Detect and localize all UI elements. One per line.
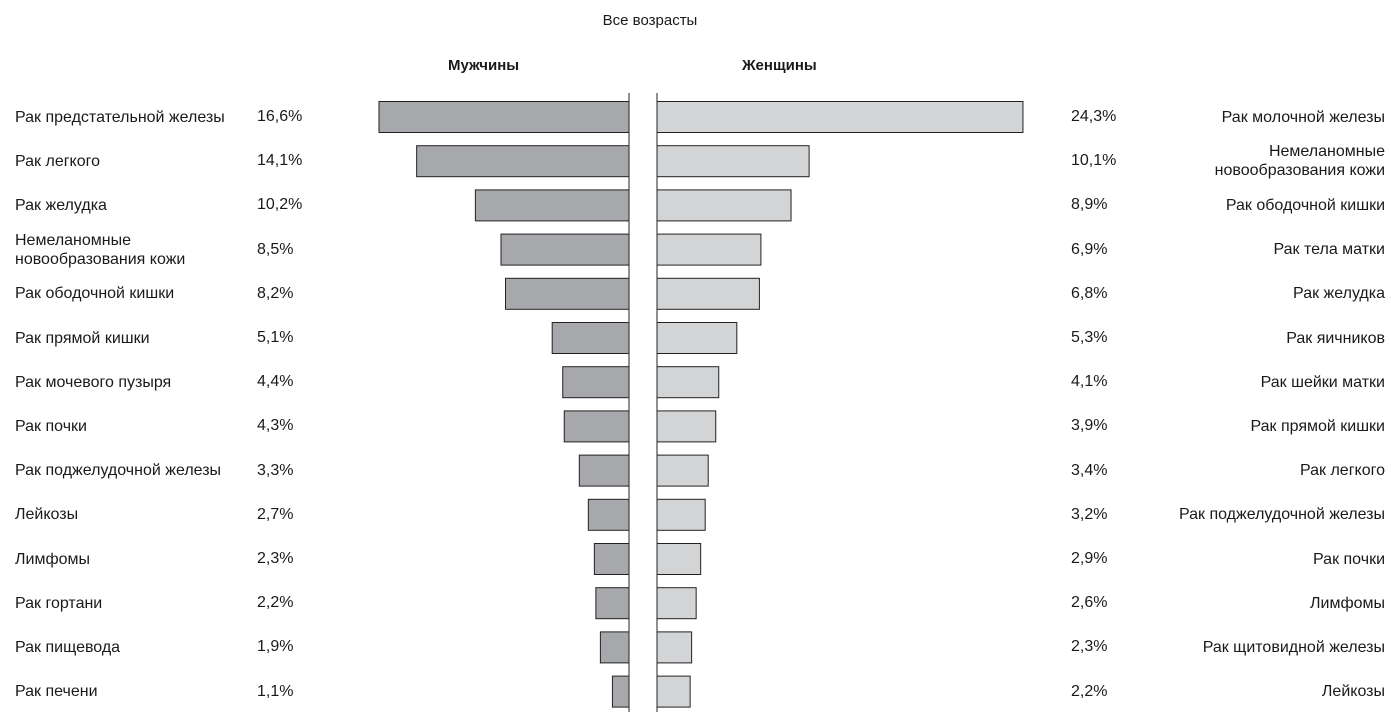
women-value-label-0: 24,3% bbox=[1071, 108, 1117, 125]
women-category-label-9: Рак поджелудочной железы bbox=[1178, 506, 1385, 524]
women-bar-8 bbox=[656, 454, 709, 487]
men-bar-4 bbox=[505, 277, 630, 310]
women-value-label-2: 8,9% bbox=[1071, 196, 1108, 214]
women-bar-12 bbox=[656, 631, 693, 664]
men-value-label-0: 16,6% bbox=[257, 108, 303, 125]
women-bar-4 bbox=[656, 277, 760, 310]
men-value-label-4: 8,2% bbox=[257, 284, 294, 302]
women-bar-2 bbox=[656, 189, 792, 222]
men-category-label-8: Рак поджелудочной железы bbox=[15, 462, 222, 480]
women-value-label-11: 2,6% bbox=[1071, 594, 1108, 612]
women-category-label-10: Рак почки bbox=[1313, 550, 1385, 568]
men-category-label-11: Рак гортани bbox=[15, 594, 103, 612]
women-value-label-12: 2,3% bbox=[1071, 638, 1108, 656]
women-value-label-13: 2,2% bbox=[1071, 682, 1108, 700]
men-bar-10 bbox=[593, 543, 630, 575]
women-value-label-9: 3,2% bbox=[1071, 505, 1108, 523]
men-bar-8 bbox=[578, 454, 630, 487]
men-value-label-11: 2,2% bbox=[257, 594, 294, 612]
women-value-label-8: 3,4% bbox=[1071, 461, 1108, 479]
men-value-label-13: 1,1% bbox=[257, 682, 294, 700]
men-value-label-7: 4,3% bbox=[257, 417, 294, 435]
women-value-label-6: 4,1% bbox=[1071, 373, 1108, 391]
women-category-label-4: Рак желудка bbox=[1293, 285, 1385, 303]
women-value-label-3: 6,9% bbox=[1071, 240, 1108, 258]
men-bar-0 bbox=[378, 101, 630, 133]
men-category-label-2: Рак желудка bbox=[15, 196, 107, 214]
women-bar-0 bbox=[656, 101, 1024, 133]
women-category-label-2: Рак ободочной кишки bbox=[1225, 196, 1385, 214]
women-category-label-12: Рак щитовидной железы bbox=[1202, 638, 1385, 656]
men-value-label-6: 4,4% bbox=[257, 373, 294, 391]
men-category-label-0: Рак предстательной железы bbox=[15, 108, 225, 126]
men-category-label-5: Рак прямой кишки bbox=[15, 329, 150, 347]
women-category-label-6: Рак шейки матки bbox=[1260, 373, 1385, 391]
men-bar-11 bbox=[595, 587, 630, 620]
men-category-label-3: Немеланомные новообразования кожи bbox=[15, 231, 186, 268]
men-category-label-4: Рак ободочной кишки bbox=[15, 285, 175, 303]
men-bar-3 bbox=[500, 233, 630, 266]
men-category-label-6: Рак мочевого пузыря bbox=[15, 373, 172, 391]
chart-title: Все возрасты bbox=[602, 12, 698, 29]
women-bar-7 bbox=[656, 410, 717, 443]
women-value-label-10: 2,9% bbox=[1071, 550, 1108, 567]
men-value-label-3: 8,5% bbox=[257, 240, 294, 258]
men-panel-title: Мужчины bbox=[448, 57, 520, 74]
women-category-label-3: Рак тела матки bbox=[1273, 241, 1386, 259]
women-value-label-5: 5,3% bbox=[1071, 329, 1108, 346]
men-category-label-1: Рак легкого bbox=[15, 152, 101, 170]
women-bar-6 bbox=[656, 366, 720, 399]
women-panel-title: Женщины bbox=[742, 57, 817, 74]
men-category-label-9: Лейкозы bbox=[15, 506, 79, 524]
women-bar-9 bbox=[656, 498, 706, 531]
women-bar-1 bbox=[656, 145, 810, 178]
women-category-label-11: Лимфомы bbox=[1310, 594, 1385, 612]
women-value-label-7: 3,9% bbox=[1071, 417, 1108, 435]
women-category-label-5: Рак яичников bbox=[1286, 329, 1385, 347]
men-category-label-13: Рак печени bbox=[15, 683, 98, 701]
men-category-label-10: Лимфомы bbox=[15, 550, 90, 568]
women-bar-10 bbox=[656, 543, 702, 575]
men-bar-5 bbox=[551, 322, 630, 354]
women-value-label-4: 6,8% bbox=[1071, 284, 1108, 302]
women-category-label-7: Рак прямой кишки bbox=[1250, 417, 1385, 435]
men-category-label-7: Рак почки bbox=[15, 417, 87, 435]
women-category-label-13: Лейкозы bbox=[1321, 683, 1385, 701]
men-value-label-2: 10,2% bbox=[257, 196, 303, 214]
men-bar-12 bbox=[599, 631, 630, 664]
men-bar-2 bbox=[474, 189, 630, 222]
men-value-label-10: 2,3% bbox=[257, 550, 294, 567]
men-bar-6 bbox=[562, 366, 630, 399]
women-bar-3 bbox=[656, 233, 762, 266]
men-value-label-9: 2,7% bbox=[257, 505, 294, 523]
women-value-label-1: 10,1% bbox=[1071, 152, 1117, 170]
men-bar-1 bbox=[416, 145, 630, 178]
men-bar-9 bbox=[587, 498, 630, 531]
women-category-label-1: Немеланомные новообразования кожи bbox=[1214, 143, 1385, 180]
women-category-label-8: Рак легкого bbox=[1299, 462, 1385, 480]
men-value-label-5: 5,1% bbox=[257, 329, 294, 346]
women-category-label-0: Рак молочной железы bbox=[1221, 108, 1385, 126]
men-bar-13 bbox=[611, 675, 630, 708]
men-bar-7 bbox=[563, 410, 630, 443]
men-value-label-12: 1,9% bbox=[257, 638, 294, 656]
men-category-label-12: Рак пищевода bbox=[15, 638, 121, 656]
men-value-label-1: 14,1% bbox=[257, 152, 303, 170]
women-bar-13 bbox=[656, 675, 691, 708]
women-bar-11 bbox=[656, 587, 697, 620]
men-value-label-8: 3,3% bbox=[257, 461, 294, 479]
women-bar-5 bbox=[656, 322, 738, 354]
